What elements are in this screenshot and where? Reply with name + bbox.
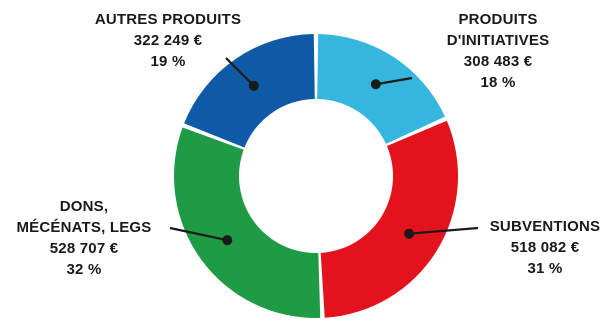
label-name-line-1: PRODUITS [458, 11, 538, 28]
leader-line [169, 226, 228, 242]
label-percent: 32 % [66, 261, 102, 278]
leader-line [225, 57, 255, 87]
slice-label-dons-mecenats-legs: DONS, MÉCÉNATS, LEGS 528 707 € 32 % [4, 196, 164, 280]
leader-dot [370, 79, 381, 90]
label-name-line-1: AUTRES PRODUITS [94, 11, 242, 28]
leaders-group [169, 57, 479, 246]
label-name-line-2: MÉCÉNATS, LEGS [16, 219, 152, 236]
label-amount: 322 249 € [133, 32, 203, 49]
label-name-line-1: SUBVENTIONS [489, 218, 601, 235]
slice-label-subventions: SUBVENTIONS 518 082 € 31 % [480, 216, 610, 279]
label-percent: 19 % [150, 53, 186, 70]
label-amount: 308 483 € [463, 53, 533, 70]
leader-line [375, 76, 413, 86]
label-percent: 18 % [480, 74, 516, 91]
label-name-line-2: D'INITIATIVES [446, 32, 550, 49]
label-amount: 518 082 € [510, 239, 580, 256]
slices-group [174, 34, 458, 318]
leader-dot [222, 235, 233, 246]
leader-line [408, 226, 479, 235]
leader-dot [248, 80, 259, 91]
slice-dons-mecenats-legs [174, 127, 321, 318]
slice-autres-produits [184, 34, 315, 148]
label-percent: 31 % [527, 260, 563, 277]
slice-label-produits-initiatives: PRODUITS D'INITIATIVES 308 483 € 18 % [428, 9, 568, 93]
slice-subventions [320, 120, 458, 318]
slice-produits-initiatives [317, 34, 446, 144]
slice-label-autres-produits: AUTRES PRODUITS 322 249 € 19 % [88, 9, 248, 72]
label-amount: 528 707 € [49, 240, 119, 257]
leader-dot [404, 228, 415, 239]
label-name-line-1: DONS, [59, 198, 109, 215]
